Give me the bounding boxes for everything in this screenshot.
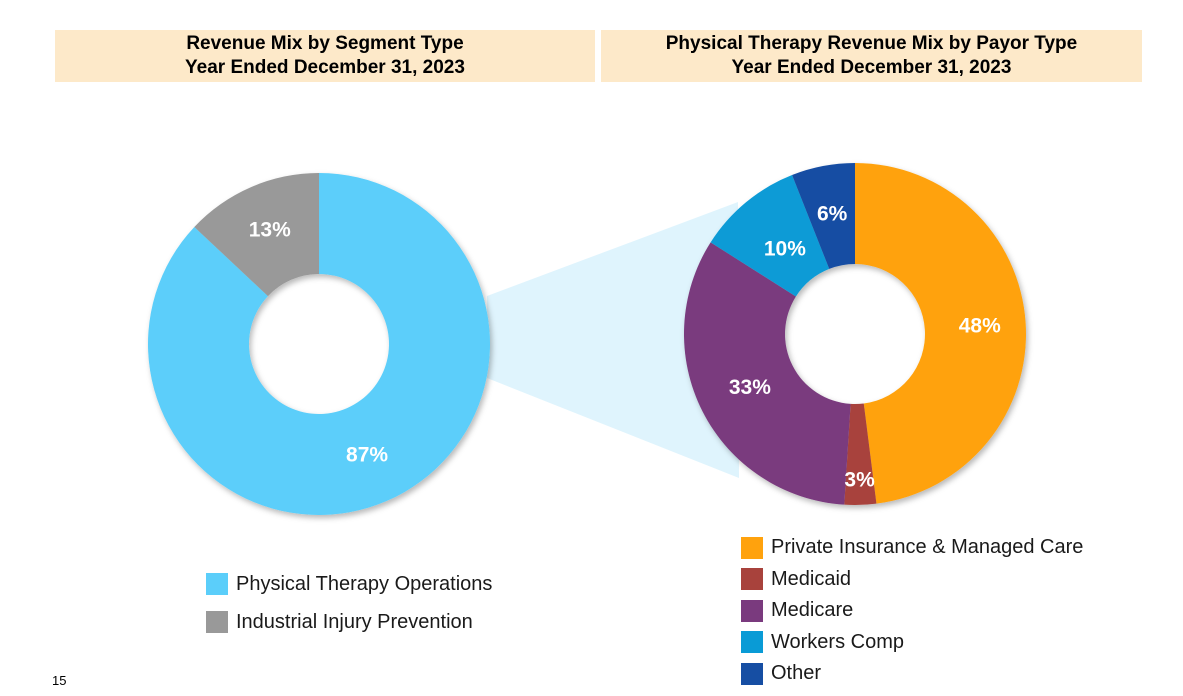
data-label: 3% [844,468,875,491]
data-label: 33% [729,376,771,399]
donut-slice-physical-therapy-operations [147,173,490,515]
legend-label: Private Insurance & Managed Care [771,536,1084,559]
page-number: 15 [52,673,67,688]
payor-data-labels: 48% 3% 33% 10% 6% [729,203,1001,492]
legend-label: Workers Comp [771,630,904,653]
donut-slice-medicare [684,242,851,505]
legend-swatch [741,536,763,559]
segment-data-labels: 87% 13% [249,219,389,467]
legend-label: Physical Therapy Operations [236,572,493,595]
data-label: 87% [346,444,388,467]
segment-donut [147,173,490,515]
legend-item-physical-therapy: Physical Therapy Operations [206,565,492,603]
data-label: 6% [817,203,848,226]
legend-item-medicare: Medicare [741,595,1083,627]
donut-slice-industrial-injury-prevention [194,173,319,297]
payor-donut [684,163,1027,505]
donut-slice-other [792,163,855,269]
data-label: 48% [959,315,1001,338]
payor-legend: Private Insurance & Managed Care Medicai… [741,532,1083,690]
legend-label: Medicare [771,599,854,622]
segment-chart-title-line2: Year Ended December 31, 2023 [185,57,465,78]
legend-label: Other [771,662,822,685]
legend-swatch [206,611,228,633]
donut-slice-workers-comp [710,175,830,297]
legend-swatch [206,573,228,595]
donut-slice-medicaid [844,403,877,505]
payor-chart-title: Physical Therapy Revenue Mix by Payor Ty… [601,30,1142,82]
segment-legend: Physical Therapy Operations Industrial I… [206,565,492,641]
donut-connector [487,202,739,478]
legend-item-medicaid: Medicaid [741,564,1083,596]
payor-chart-title-line1: Physical Therapy Revenue Mix by Payor Ty… [665,33,1078,54]
payor-chart-title-line2: Year Ended December 31, 2023 [731,57,1012,78]
legend-item-private-insurance: Private Insurance & Managed Care [741,532,1083,564]
data-label: 10% [764,238,806,261]
legend-label: Medicaid [771,567,852,590]
legend-item-workers-comp: Workers Comp [741,627,1083,659]
legend-swatch [741,662,763,685]
legend-swatch [741,568,763,591]
legend-swatch [741,599,763,622]
legend-item-industrial-injury: Industrial Injury Prevention [206,603,492,641]
segment-chart-title: Revenue Mix by Segment Type Year Ended D… [55,30,595,82]
donut-slice-private-insurance-managed-care [855,163,1027,504]
legend-item-other: Other [741,658,1083,690]
data-label: 13% [249,219,291,242]
segment-chart-title-line1: Revenue Mix by Segment Type [186,33,464,54]
legend-label: Industrial Injury Prevention [236,610,473,633]
legend-swatch [741,631,763,654]
